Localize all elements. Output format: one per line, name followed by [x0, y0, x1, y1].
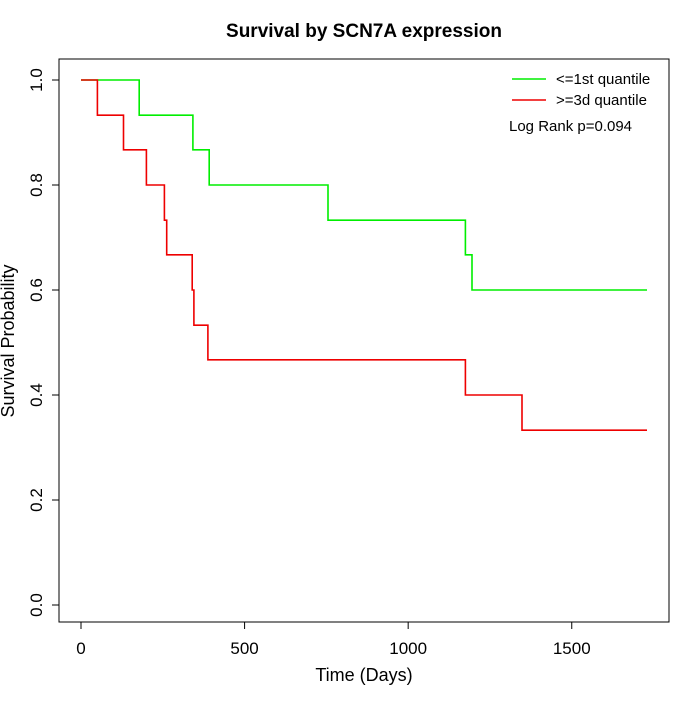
chart-title: Survival by SCN7A expression [226, 21, 502, 42]
y-axis-label: Survival Probability [0, 264, 18, 417]
y-tick-label: 0.0 [27, 593, 46, 617]
plot-frame [58, 58, 670, 623]
legend-label-2: >=3d quantile [556, 92, 647, 109]
y-axis: 0.0 0.2 0.4 0.6 0.8 1.0 [27, 68, 60, 617]
log-rank-annotation: Log Rank p=0.094 [509, 118, 632, 135]
legend-label-1: <=1st quantile [556, 71, 650, 88]
series-line-2 [81, 79, 647, 432]
y-tick-label: 0.6 [27, 278, 46, 302]
y-tick-label: 0.2 [27, 488, 46, 512]
x-tick-label: 500 [230, 639, 258, 658]
x-axis: 0 500 1000 1500 [76, 621, 591, 658]
x-tick-label: 1500 [553, 639, 591, 658]
y-tick-label: 0.4 [27, 383, 46, 407]
series-line-1 [81, 79, 647, 291]
legend: <=1st quantile >=3d quantile [512, 71, 650, 109]
y-tick-label: 1.0 [27, 68, 46, 92]
x-tick-label: 0 [76, 639, 85, 658]
x-axis-label: Time (Days) [315, 665, 412, 685]
x-tick-label: 1000 [389, 639, 427, 658]
series-layer [81, 79, 647, 432]
y-tick-label: 0.8 [27, 173, 46, 197]
